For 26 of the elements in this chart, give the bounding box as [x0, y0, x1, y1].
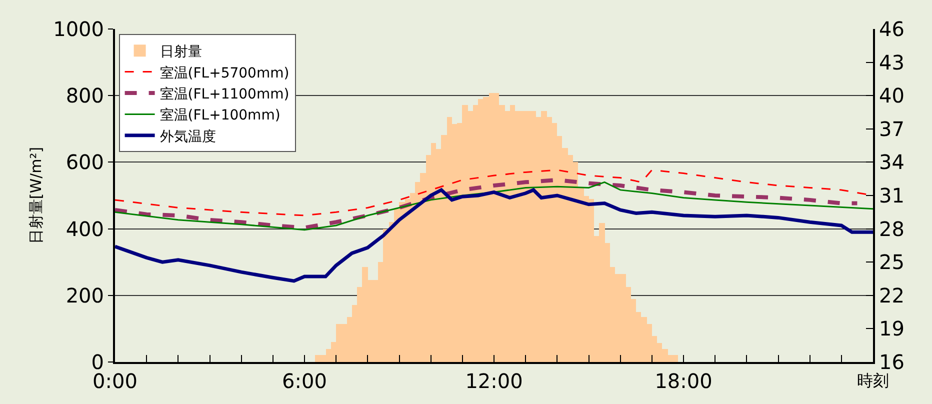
y2-tick-label: 19 [879, 316, 904, 341]
legend-label: 室温(FL+5700mm) [160, 65, 290, 82]
y-tick-label: 400 [66, 216, 104, 241]
y2-tick-label: 25 [879, 250, 904, 274]
y2-tick-label: 34 [879, 150, 904, 174]
y2-tick-label: 16 [879, 350, 904, 374]
y2-tick-label: 37 [879, 116, 904, 141]
x-tick-label: 12:00 [465, 369, 523, 393]
y-tick-label: 200 [66, 283, 104, 308]
y-axis-title: 日射量[W/m²] [26, 146, 45, 244]
x-axis-title: 時刻 [857, 371, 889, 390]
y2-tick-label: 40 [879, 84, 904, 108]
y2-tick-label: 31 [879, 184, 904, 208]
legend-label: 外気温度 [160, 128, 216, 145]
x-tick-label: 6:00 [282, 369, 327, 393]
y2-tick-label: 46 [879, 17, 904, 41]
legend-label: 室温(FL+1100mm) [160, 86, 290, 102]
y-tick-label: 1000 [53, 17, 104, 41]
y2-tick-label: 28 [879, 216, 904, 241]
y2-tick-label: 22 [879, 283, 904, 308]
legend-label: 日射量 [160, 44, 202, 60]
y-tick-label: 800 [66, 84, 104, 108]
legend-label: 室温(FL+100mm) [160, 108, 280, 124]
y-tick-label: 600 [66, 150, 104, 174]
x-tick-label: 18:00 [654, 369, 712, 393]
y2-tick-label: 43 [879, 50, 904, 74]
